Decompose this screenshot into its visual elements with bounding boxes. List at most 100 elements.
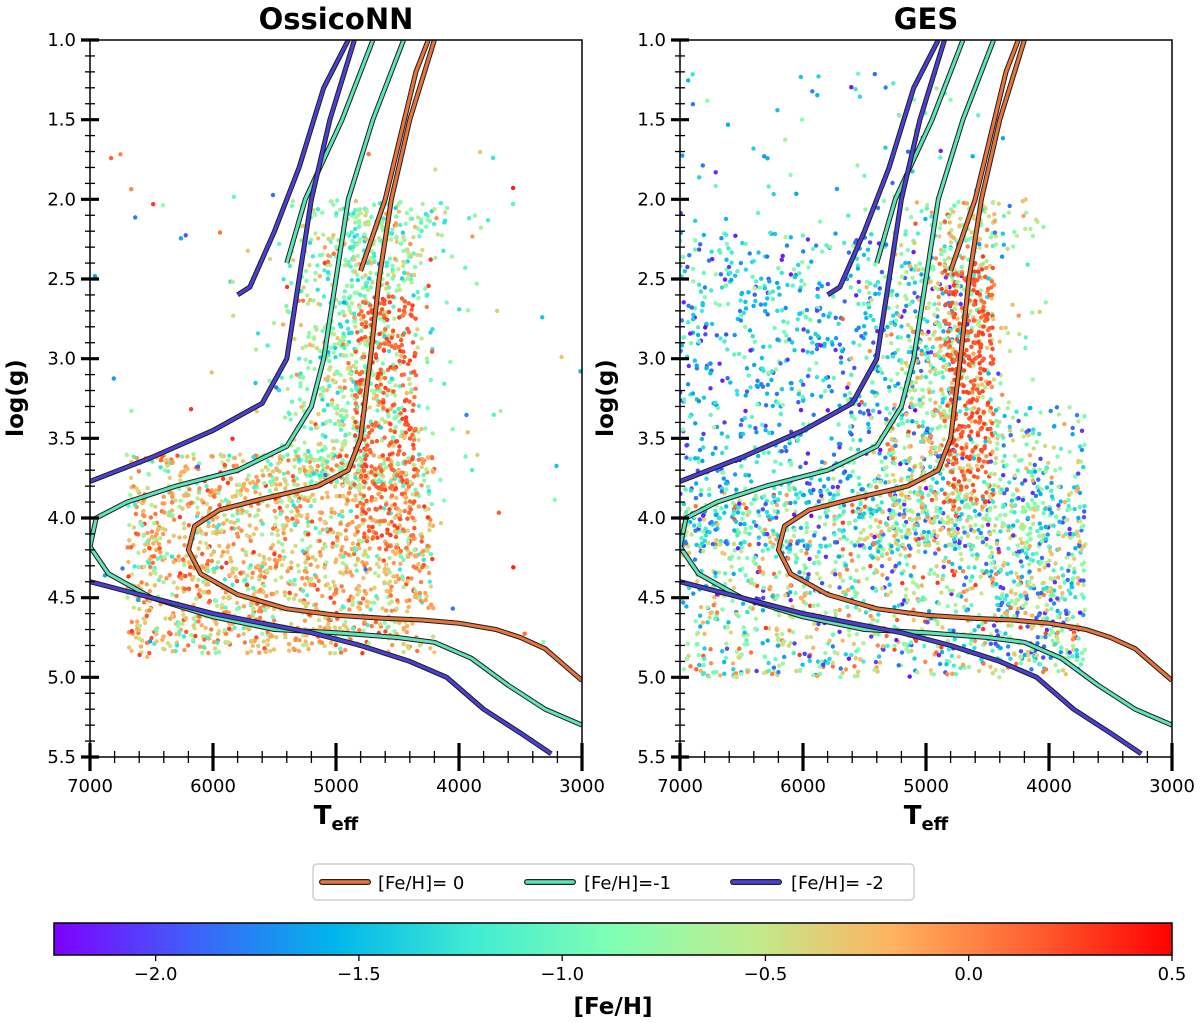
star-point	[939, 370, 945, 375]
star-point	[856, 279, 861, 285]
star-point	[825, 336, 830, 342]
star-point	[939, 590, 944, 595]
star-point	[377, 454, 382, 460]
star-point	[969, 547, 974, 552]
star-point	[701, 270, 706, 276]
star-point	[723, 283, 729, 288]
star-point	[760, 366, 765, 371]
star-point	[413, 373, 419, 378]
star-point	[1014, 661, 1019, 666]
star-point	[341, 342, 346, 347]
star-point	[319, 640, 325, 645]
star-point	[698, 613, 703, 618]
star-point	[831, 452, 837, 457]
star-point	[407, 598, 412, 603]
star-point	[222, 577, 228, 582]
star-point	[398, 554, 404, 559]
star-point	[816, 621, 821, 627]
star-point	[141, 600, 147, 605]
star-point	[285, 504, 290, 509]
star-point	[270, 469, 276, 474]
star-point	[879, 370, 885, 376]
star-point	[397, 448, 402, 454]
star-point	[732, 528, 737, 533]
star-point	[855, 263, 860, 268]
star-point	[369, 495, 375, 500]
star-point	[302, 618, 308, 623]
star-point	[700, 620, 706, 625]
star-point	[1022, 652, 1028, 658]
star-point	[800, 259, 805, 265]
star-point	[699, 436, 705, 442]
star-point	[285, 518, 291, 523]
star-point	[1018, 661, 1024, 666]
star-point	[903, 519, 909, 525]
star-point	[145, 539, 150, 545]
star-point	[328, 640, 334, 645]
star-point	[126, 574, 131, 579]
star-point	[788, 538, 794, 544]
star-point	[830, 632, 836, 637]
star-point	[770, 671, 775, 677]
star-point	[412, 467, 417, 472]
star-point	[197, 644, 203, 649]
star-point	[283, 479, 288, 484]
star-point	[443, 210, 448, 215]
star-point	[416, 457, 422, 462]
star-point	[215, 515, 220, 520]
star-point	[327, 383, 332, 389]
star-point	[799, 596, 804, 601]
star-point	[281, 471, 287, 476]
star-point	[805, 373, 811, 379]
star-point	[984, 513, 989, 518]
star-point	[138, 521, 143, 526]
star-point	[868, 313, 873, 318]
star-point	[826, 476, 831, 481]
star-point	[785, 282, 790, 288]
star-point	[358, 601, 363, 606]
star-point	[430, 431, 435, 436]
star-point	[383, 502, 389, 507]
star-point	[227, 453, 232, 458]
star-point	[367, 430, 372, 435]
star-point	[485, 218, 491, 223]
star-point	[380, 224, 385, 230]
star-point	[348, 245, 353, 251]
star-point	[400, 230, 406, 235]
star-point	[411, 474, 417, 479]
star-point	[357, 546, 362, 551]
star-point	[935, 573, 940, 578]
star-point	[161, 579, 166, 585]
star-point	[141, 508, 146, 513]
star-point	[1070, 637, 1076, 642]
star-point	[347, 308, 352, 313]
star-point	[297, 469, 303, 474]
star-point	[372, 585, 377, 590]
star-point	[796, 262, 801, 268]
star-point	[415, 345, 420, 350]
star-point	[316, 301, 321, 307]
star-point	[953, 546, 958, 552]
star-point	[300, 537, 305, 543]
star-point	[693, 495, 699, 501]
star-point	[965, 533, 971, 539]
star-point	[761, 570, 766, 575]
star-point	[165, 641, 171, 646]
star-point	[773, 574, 779, 580]
star-point	[886, 305, 891, 311]
star-point	[1005, 561, 1011, 567]
star-point	[265, 467, 271, 472]
star-point	[385, 625, 390, 630]
star-point	[389, 335, 394, 340]
star-point	[298, 381, 303, 386]
star-point	[957, 491, 962, 496]
star-point	[357, 482, 362, 487]
star-point	[710, 541, 715, 547]
star-point	[804, 551, 809, 556]
star-point	[161, 531, 166, 537]
star-point	[358, 292, 363, 298]
star-point	[807, 658, 812, 664]
star-point	[417, 568, 422, 573]
star-point	[298, 504, 303, 509]
star-point	[386, 294, 391, 299]
